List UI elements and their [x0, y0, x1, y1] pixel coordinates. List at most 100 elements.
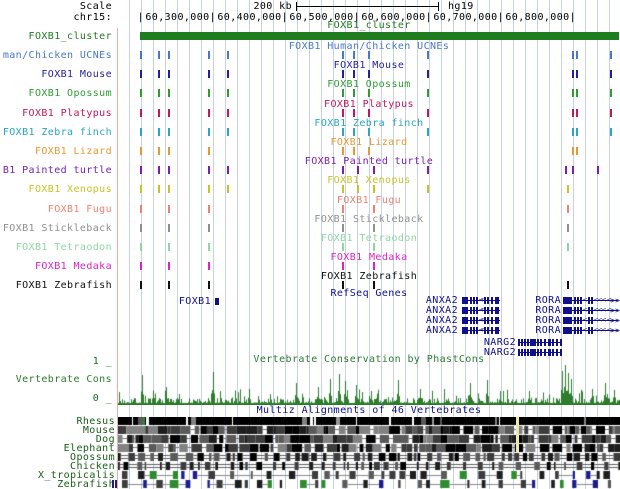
species-label[interactable]: Zebrafish	[57, 479, 115, 489]
track-left-label[interactable]: FOXB1 Tetraodon	[15, 242, 112, 253]
track-center-label[interactable]: FOXB1 Fugu	[336, 195, 402, 206]
track-feature-tick[interactable]	[567, 243, 569, 251]
track-feature-tick[interactable]	[373, 185, 375, 193]
track-feature-tick[interactable]	[576, 70, 578, 78]
gene-glyph[interactable]	[215, 297, 219, 306]
track-feature-tick[interactable]	[572, 128, 574, 136]
track-center-label[interactable]: FOXB1 Stickleback	[314, 214, 424, 225]
track-feature-tick[interactable]	[610, 89, 612, 97]
species-label[interactable]: Elephant	[63, 443, 115, 454]
track-feature-tick[interactable]	[572, 89, 574, 97]
track-feature-tick[interactable]	[353, 128, 355, 136]
multiz-alignment-rows[interactable]	[118, 417, 620, 489]
track-feature-tick[interactable]	[342, 89, 344, 97]
track-feature-tick[interactable]	[140, 51, 142, 59]
track-feature-tick[interactable]	[342, 185, 344, 193]
track-feature-tick[interactable]	[597, 166, 599, 174]
track-feature-tick[interactable]	[353, 109, 355, 117]
track-feature-tick[interactable]	[168, 89, 170, 97]
track-feature-tick[interactable]	[373, 224, 375, 232]
gene-label[interactable]: ANXA2	[425, 295, 458, 306]
cluster-center-label[interactable]: FOXB1_cluster	[327, 20, 411, 31]
track-feature-tick[interactable]	[427, 128, 429, 136]
cluster-left-label[interactable]: FOXB1_cluster	[28, 31, 112, 42]
track-feature-tick[interactable]	[208, 109, 210, 117]
track-feature-tick[interactable]	[158, 51, 160, 59]
gene-label[interactable]: NARG2	[483, 337, 516, 348]
track-feature-tick[interactable]	[168, 224, 170, 232]
track-feature-tick[interactable]	[567, 205, 569, 213]
track-feature-tick[interactable]	[168, 166, 170, 174]
track-feature-tick[interactable]	[368, 89, 370, 97]
track-feature-tick[interactable]	[368, 128, 370, 136]
track-feature-tick[interactable]	[168, 281, 170, 289]
track-left-label[interactable]: FOXB1 Xenopus	[28, 184, 112, 195]
track-feature-tick[interactable]	[567, 281, 569, 289]
gene-label[interactable]: RORA	[535, 315, 561, 326]
track-feature-tick[interactable]	[227, 51, 229, 59]
track-feature-tick[interactable]	[427, 51, 429, 59]
track-feature-tick[interactable]	[140, 70, 142, 78]
track-feature-tick[interactable]	[576, 147, 578, 155]
track-center-label[interactable]: FOXB1 Xenopus	[327, 175, 411, 186]
track-feature-tick[interactable]	[168, 147, 170, 155]
track-feature-tick[interactable]	[342, 224, 344, 232]
track-left-label[interactable]: FOXB1 Zebra finch	[2, 127, 112, 138]
track-feature-tick[interactable]	[140, 262, 142, 270]
track-feature-tick[interactable]	[140, 128, 142, 136]
track-feature-tick[interactable]	[227, 70, 229, 78]
gene-label[interactable]: ANXA2	[425, 315, 458, 326]
track-feature-tick[interactable]	[368, 109, 370, 117]
ruler-tick-label[interactable]: 60,800,000|	[505, 12, 576, 23]
track-feature-tick[interactable]	[353, 51, 355, 59]
ruler-tick-label[interactable]: 60,400,000|	[217, 12, 288, 23]
gene-glyph[interactable]: < < < < < >>	[563, 306, 620, 315]
track-feature-tick[interactable]	[357, 166, 359, 174]
track-feature-tick[interactable]	[427, 70, 429, 78]
track-left-label[interactable]: FOXB1 Mouse	[41, 69, 112, 80]
track-feature-tick[interactable]	[342, 262, 344, 270]
track-feature-tick[interactable]	[610, 51, 612, 59]
multiz-center-label[interactable]: Multiz Alignments of 46 Vertebrates	[256, 405, 482, 416]
gene-label[interactable]: RORA	[535, 295, 561, 306]
track-feature-tick[interactable]	[208, 205, 210, 213]
track-feature-tick[interactable]	[140, 224, 142, 232]
track-center-label[interactable]: FOXB1 Medaka	[330, 252, 408, 263]
track-center-label[interactable]: FOXB1 Mouse	[333, 60, 405, 71]
track-left-label[interactable]: man/Chicken UCNEs	[2, 50, 112, 61]
track-feature-tick[interactable]	[227, 109, 229, 117]
track-feature-tick[interactable]	[610, 109, 612, 117]
track-feature-tick[interactable]	[572, 109, 574, 117]
track-feature-tick[interactable]	[208, 128, 210, 136]
track-feature-tick[interactable]	[227, 166, 229, 174]
track-feature-tick[interactable]	[567, 185, 569, 193]
gene-label[interactable]: FOXB1	[178, 296, 211, 307]
gene-label[interactable]: RORA	[535, 325, 561, 336]
gene-glyph[interactable]: < <	[462, 316, 500, 325]
species-label[interactable]: Rhesus	[76, 416, 115, 427]
track-feature-tick[interactable]	[353, 70, 355, 78]
track-feature-tick[interactable]	[140, 185, 142, 193]
ruler-tick-label[interactable]: 60,600,000|	[361, 12, 432, 23]
track-feature-tick[interactable]	[572, 166, 574, 174]
track-feature-tick[interactable]	[427, 185, 429, 193]
track-left-label[interactable]: FOXB1 Opossum	[28, 88, 112, 99]
track-center-label[interactable]: FOXB1 Zebra finch	[314, 118, 424, 129]
track-feature-tick[interactable]	[158, 128, 160, 136]
track-feature-tick[interactable]	[168, 51, 170, 59]
ruler-tick-label[interactable]: |	[137, 12, 144, 23]
track-feature-tick[interactable]	[140, 147, 142, 155]
track-left-label[interactable]: FOXB1 Stickleback	[2, 223, 112, 234]
track-feature-tick[interactable]	[208, 185, 210, 193]
species-label[interactable]: X_tropicalis	[37, 470, 115, 481]
track-feature-tick[interactable]	[208, 147, 210, 155]
track-feature-tick[interactable]	[342, 205, 344, 213]
track-feature-tick[interactable]	[168, 70, 170, 78]
track-feature-tick[interactable]	[342, 70, 344, 78]
track-left-label[interactable]: B1 Painted turtle	[2, 165, 112, 176]
track-feature-tick[interactable]	[576, 51, 578, 59]
track-feature-tick[interactable]	[158, 70, 160, 78]
species-label[interactable]: Opossum	[70, 452, 115, 463]
gene-glyph[interactable]: < <	[462, 296, 500, 305]
track-center-label[interactable]: FOXB1 Platypus	[324, 99, 414, 110]
